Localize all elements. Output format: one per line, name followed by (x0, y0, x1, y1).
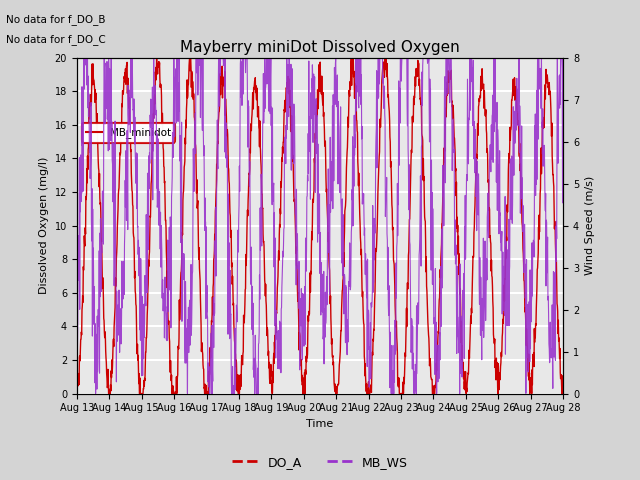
Title: Mayberry miniDot Dissolved Oxygen: Mayberry miniDot Dissolved Oxygen (180, 40, 460, 55)
Legend: MB_minidot: MB_minidot (82, 123, 175, 143)
Y-axis label: Wind Speed (m/s): Wind Speed (m/s) (585, 176, 595, 275)
Legend: DO_A, MB_WS: DO_A, MB_WS (227, 451, 413, 474)
Text: No data for f_DO_C: No data for f_DO_C (6, 34, 106, 45)
X-axis label: Time: Time (307, 419, 333, 429)
Y-axis label: Dissolved Oxygen (mg/l): Dissolved Oxygen (mg/l) (39, 157, 49, 294)
Text: No data for f_DO_B: No data for f_DO_B (6, 14, 106, 25)
